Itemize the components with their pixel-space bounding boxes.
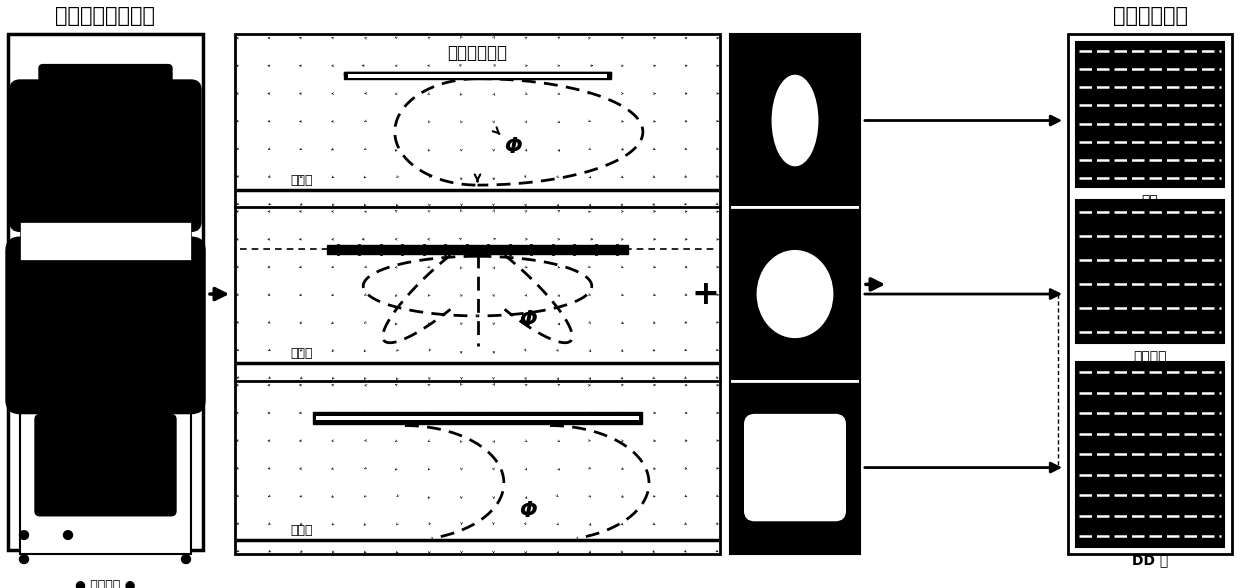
Bar — [1076, 362, 1224, 546]
Text: DD 型: DD 型 — [1132, 553, 1168, 567]
Text: 近地水平面磁场强度: 近地水平面磁场强度 — [768, 46, 843, 60]
Ellipse shape — [758, 250, 833, 338]
Text: ● 磁场探头 ●: ● 磁场探头 ● — [76, 579, 135, 588]
Text: Φ: Φ — [518, 310, 537, 330]
Bar — [732, 35, 859, 206]
Text: Φ: Φ — [503, 136, 521, 156]
Bar — [1076, 42, 1224, 188]
Text: +: + — [691, 278, 719, 310]
Bar — [732, 382, 859, 553]
Bar — [1076, 201, 1224, 343]
Bar — [38, 87, 174, 130]
Bar — [7, 34, 203, 550]
Text: 近地面: 近地面 — [290, 524, 312, 537]
Bar — [348, 74, 606, 78]
Bar — [327, 245, 627, 254]
Bar — [730, 34, 861, 554]
Text: 副边线圈识别: 副边线圈识别 — [1112, 6, 1188, 26]
Bar — [20, 352, 191, 554]
Text: 副边线圈反向放电: 副边线圈反向放电 — [56, 6, 155, 26]
Text: 垂直面磁力线: 垂直面磁力线 — [448, 44, 507, 62]
Text: 环形: 环形 — [1142, 194, 1158, 208]
Text: Φ: Φ — [518, 501, 537, 521]
FancyBboxPatch shape — [35, 415, 176, 516]
FancyBboxPatch shape — [6, 237, 205, 413]
Bar — [732, 208, 859, 380]
Bar — [345, 72, 611, 75]
Circle shape — [63, 531, 72, 539]
Circle shape — [20, 555, 29, 563]
FancyBboxPatch shape — [745, 415, 846, 520]
Circle shape — [20, 531, 29, 539]
FancyBboxPatch shape — [10, 80, 201, 231]
Bar — [236, 34, 720, 554]
Bar — [20, 222, 191, 260]
Bar — [345, 72, 611, 79]
Text: 螺线管型: 螺线管型 — [1133, 350, 1167, 364]
Text: 近地面: 近地面 — [290, 348, 312, 360]
Bar — [312, 412, 642, 423]
Text: 近地面: 近地面 — [290, 174, 312, 187]
Circle shape — [181, 555, 191, 563]
Bar — [316, 416, 640, 420]
Bar — [1068, 34, 1233, 554]
Ellipse shape — [773, 75, 817, 166]
FancyBboxPatch shape — [38, 65, 172, 93]
